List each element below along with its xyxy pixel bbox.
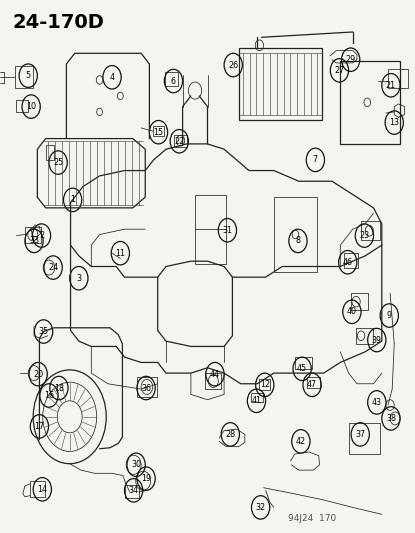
Text: 22: 22 [174,137,184,146]
Text: 6: 6 [171,77,176,85]
Text: 47: 47 [307,381,317,389]
Text: 20: 20 [33,370,43,378]
Bar [174,135,187,147]
Text: 18: 18 [54,384,64,392]
Text: 46: 46 [343,258,353,266]
Text: 14: 14 [37,485,47,494]
Text: 94J24  170: 94J24 170 [288,514,337,523]
Bar [30,481,45,497]
Text: 33: 33 [29,237,39,245]
Text: 9: 9 [387,311,392,320]
Text: 41: 41 [251,397,261,405]
Text: 35: 35 [39,327,49,336]
Text: 15: 15 [154,128,164,136]
Text: 2: 2 [39,231,44,240]
Text: 21: 21 [386,81,396,90]
Text: 40: 40 [347,308,357,316]
Text: 44: 44 [210,370,220,378]
Bar [307,377,320,388]
Text: 8: 8 [295,237,300,245]
Text: 17: 17 [34,422,44,431]
Text: 24: 24 [48,263,58,272]
Bar [16,100,28,112]
Text: 39: 39 [372,336,382,344]
Text: 34: 34 [129,486,139,495]
Bar [344,253,358,268]
Bar [46,145,54,160]
Bar [137,377,157,397]
Text: 16: 16 [44,391,54,400]
Text: 29: 29 [346,55,356,64]
Bar [251,393,263,402]
Bar [340,61,400,144]
Text: 45: 45 [297,365,307,373]
Bar [388,69,408,88]
Text: 42: 42 [296,437,306,446]
Bar [125,485,139,498]
Text: 10: 10 [26,102,36,111]
Text: 23: 23 [359,231,369,240]
Bar [15,66,33,88]
Bar [153,126,164,136]
Text: 38: 38 [386,414,396,423]
Text: 7: 7 [313,156,318,164]
Bar [165,72,178,86]
Bar [274,197,317,272]
Text: 13: 13 [389,118,399,127]
Text: 11: 11 [115,249,125,257]
Bar [259,379,270,390]
Text: 25: 25 [53,158,63,167]
Text: 5: 5 [26,71,31,80]
Text: 12: 12 [260,381,270,389]
Text: 27: 27 [334,66,344,75]
Text: 4: 4 [110,73,115,82]
Text: 43: 43 [372,398,382,407]
Text: 1: 1 [70,196,75,204]
Bar [349,423,380,454]
Bar [351,293,368,310]
Text: 30: 30 [131,461,141,469]
Bar [195,195,226,264]
Bar [239,48,322,120]
Bar [295,357,312,369]
Text: 24-170D: 24-170D [12,13,104,33]
Text: 31: 31 [222,226,232,235]
Text: 26: 26 [228,61,238,69]
Text: 3: 3 [76,274,81,282]
Text: 32: 32 [256,503,266,512]
Text: 19: 19 [141,474,151,483]
Bar [361,221,380,240]
Text: 36: 36 [141,384,151,392]
Bar [205,373,221,389]
Bar [356,328,373,344]
Text: 37: 37 [355,430,365,439]
Bar [25,227,41,243]
Text: 28: 28 [225,430,235,439]
